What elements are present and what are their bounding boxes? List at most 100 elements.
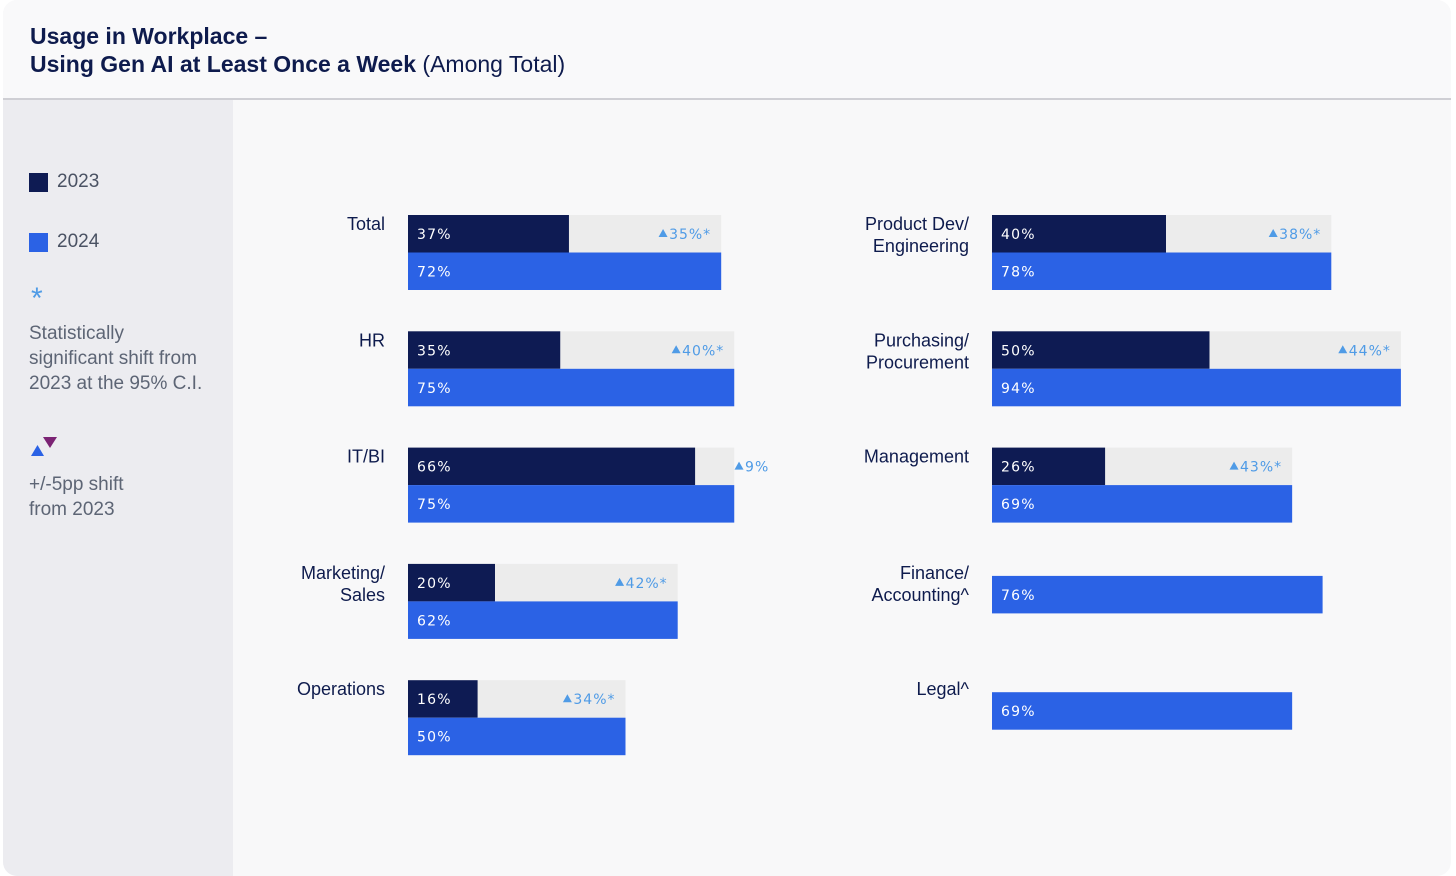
category-label-legal: Legal^ (917, 679, 970, 699)
bar-2024-finance-accounting (992, 575, 1323, 614)
delta-label-product-dev-engineering: 38%* (1279, 227, 1321, 243)
value-label-2024-total: 72% (417, 265, 452, 281)
bar-2024-hr (408, 368, 735, 407)
value-label-2023-hr: 35% (417, 343, 452, 359)
legend-swatch-2023 (29, 172, 48, 192)
category-label-line: Procurement (866, 352, 969, 372)
delta-label-operations: 34%* (573, 692, 615, 708)
arrow-down-icon (43, 437, 57, 448)
significance-note: Statistically significant shift from 202… (29, 321, 202, 396)
bar-2023-purchasing-procurement (992, 331, 1210, 369)
value-label-2024-operations: 50% (417, 730, 452, 746)
legend-item-2023: 2023 (29, 171, 99, 193)
category-label-line: Operations (297, 679, 385, 699)
legend-sidebar: 2023 2024 * Statistically significant sh… (3, 100, 233, 876)
category-label-line: Engineering (873, 236, 969, 256)
gap-bar-product-dev-engineering (1166, 215, 1332, 253)
significance-note-line-2: significant shift from (29, 348, 197, 369)
category-label-it-bi: IT/BI (347, 447, 385, 467)
shift-note-line-1: +/-5pp shift (29, 474, 124, 495)
category-label-management: Management (864, 447, 969, 467)
value-label-2023-product-dev-engineering: 40% (1001, 227, 1036, 243)
category-label-line: Legal^ (917, 679, 970, 699)
value-label-2024-it-bi: 75% (417, 497, 452, 513)
legend-label-2023: 2023 (57, 171, 100, 192)
category-label-purchasing-procurement: Purchasing/Procurement (866, 330, 969, 372)
legend-item-2024: 2024 (29, 231, 99, 253)
delta-label-management: 43%* (1240, 460, 1282, 476)
category-label-finance-accounting: Finance/Accounting^ (871, 563, 969, 605)
shift-note-line-2: from 2023 (29, 499, 115, 520)
category-label-line: Management (864, 447, 969, 467)
delta-label-purchasing-procurement: 44%* (1349, 343, 1391, 359)
gap-bar-purchasing-procurement (1209, 331, 1401, 369)
bar-2023-total (408, 215, 569, 253)
category-label-product-dev-engineering: Product Dev/Engineering (865, 214, 969, 256)
bar-2024-total (408, 252, 722, 290)
category-label-line: Purchasing/ (874, 330, 969, 350)
delta-label-marketing-sales: 42%* (626, 576, 668, 592)
bar-2024-management (992, 485, 1293, 523)
bar-2023-marketing-sales (408, 563, 495, 602)
significance-note-line-3: 2023 at the 95% C.I. (29, 373, 203, 394)
value-label-2024-purchasing-procurement: 94% (1001, 381, 1036, 397)
value-label-2023-total: 37% (417, 227, 452, 243)
category-label-hr: HR (359, 330, 385, 350)
shift-arrows-icon (31, 437, 57, 456)
chart-header: Usage in Workplace – Using Gen AI at Lea… (3, 0, 1451, 100)
bar-2023-it-bi (408, 447, 696, 486)
category-label-line: Accounting^ (871, 585, 969, 605)
title-line-2: Using Gen AI at Least Once a Week (Among… (30, 50, 565, 78)
category-label-operations: Operations (297, 679, 385, 699)
title-main: Using Gen AI at Least Once a Week (30, 51, 417, 77)
category-label-line: Finance/ (900, 563, 969, 583)
bar-2024-it-bi (408, 485, 735, 523)
bar-2024-legal (992, 692, 1293, 730)
chart-card: Usage in Workplace – Using Gen AI at Lea… (3, 0, 1451, 876)
value-label-2024-finance-accounting: 76% (1001, 588, 1036, 604)
shift-note: +/-5pp shift from 2023 (29, 472, 124, 522)
category-label-line: HR (359, 330, 385, 350)
arrow-up-icon (31, 445, 44, 456)
value-label-2023-operations: 16% (417, 692, 452, 708)
title-line-1: Usage in Workplace – (30, 23, 268, 49)
value-label-2023-purchasing-procurement: 50% (1001, 343, 1036, 359)
delta-arrow-up-icon-marketing-sales (615, 577, 625, 586)
delta-arrow-up-icon-purchasing-procurement (1338, 345, 1348, 354)
significance-star-icon: * (31, 282, 43, 315)
value-label-2024-legal: 69% (1001, 704, 1036, 720)
title-subtitle: (Among Total) (422, 51, 566, 77)
gap-bar-hr (560, 331, 735, 369)
value-label-2024-management: 69% (1001, 497, 1036, 513)
value-label-2024-product-dev-engineering: 78% (1001, 265, 1036, 281)
value-label-2023-management: 26% (1001, 460, 1036, 476)
bar-2024-operations (408, 717, 626, 756)
gap-bar-marketing-sales (495, 563, 678, 602)
category-label-total: Total (347, 214, 385, 234)
category-label-line: Marketing/ (301, 563, 385, 583)
gap-bar-management (1105, 447, 1293, 486)
value-label-2024-hr: 75% (417, 381, 452, 397)
bar-2024-product-dev-engineering (992, 252, 1332, 290)
category-label-marketing-sales: Marketing/Sales (301, 563, 385, 605)
delta-arrow-up-icon-total (658, 229, 668, 237)
bar-2023-product-dev-engineering (992, 215, 1166, 253)
bar-2023-operations (408, 680, 478, 718)
legend-label-2024: 2024 (57, 231, 100, 252)
category-label-line: Product Dev/ (865, 214, 969, 234)
delta-label-it-bi: 9% (745, 460, 769, 476)
category-label-line: Total (347, 214, 385, 234)
delta-arrow-up-icon-management (1229, 461, 1239, 470)
bar-2023-management (992, 447, 1106, 486)
value-label-2023-it-bi: 66% (417, 460, 452, 476)
value-label-2024-marketing-sales: 62% (417, 613, 452, 629)
delta-arrow-up-icon-it-bi (734, 461, 744, 470)
value-label-2023-marketing-sales: 20% (417, 576, 452, 592)
bar-2024-marketing-sales (408, 601, 678, 639)
gap-bar-total (568, 215, 722, 253)
delta-label-hr: 40%* (682, 343, 724, 359)
bar-2023-hr (408, 331, 561, 369)
chart-title: Usage in Workplace – Using Gen AI at Lea… (30, 22, 565, 78)
delta-arrow-up-icon-operations (562, 694, 572, 703)
